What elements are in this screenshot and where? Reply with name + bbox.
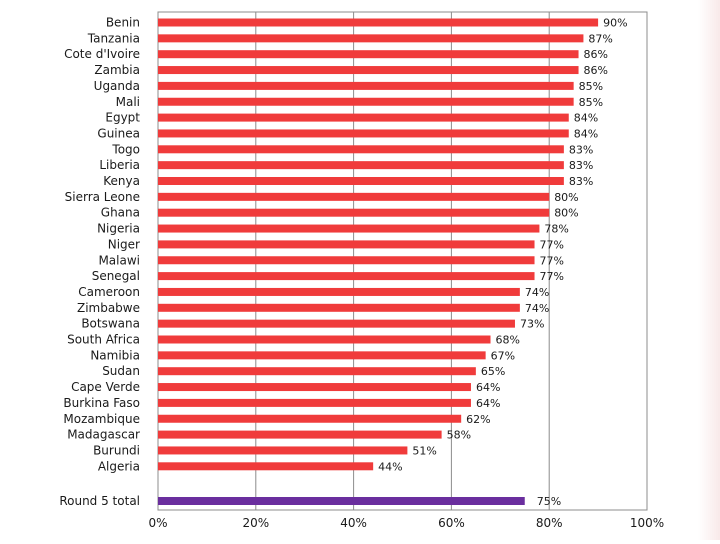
value-label: 85% <box>579 96 603 109</box>
bar <box>158 303 520 312</box>
category-label: Sierra Leone <box>65 190 140 204</box>
bar <box>158 430 442 439</box>
x-tick-label: 40% <box>340 516 367 530</box>
category-label: Niger <box>108 237 140 251</box>
value-label: 62% <box>466 413 490 426</box>
bar <box>158 240 535 249</box>
value-label: 83% <box>569 159 593 172</box>
x-tick-label: 80% <box>536 516 563 530</box>
total-value-label: 75% <box>537 495 561 508</box>
bar <box>158 18 599 27</box>
category-label: Zimbabwe <box>77 301 140 315</box>
category-label: Nigeria <box>97 222 140 236</box>
bar <box>158 287 520 296</box>
bar <box>158 446 408 455</box>
value-label: 83% <box>569 143 593 156</box>
category-label: Botswana <box>81 317 140 331</box>
category-label: Benin <box>106 16 140 30</box>
bar <box>158 319 515 328</box>
bar <box>158 383 471 392</box>
value-label: 64% <box>476 381 500 394</box>
category-label: Cote d'Ivoire <box>64 47 140 61</box>
x-tick-label: 0% <box>148 516 167 530</box>
value-label: 51% <box>412 444 436 457</box>
value-label: 87% <box>588 32 612 45</box>
value-label: 58% <box>447 429 471 442</box>
value-label: 77% <box>540 254 564 267</box>
bar <box>158 66 579 75</box>
value-label: 90% <box>603 17 627 30</box>
category-label: Egypt <box>105 111 140 125</box>
value-label: 77% <box>540 238 564 251</box>
bar <box>158 129 569 138</box>
bar <box>158 398 471 407</box>
category-label: Cameroon <box>78 285 140 299</box>
total-bar <box>158 497 525 505</box>
category-label: Tanzania <box>87 31 140 45</box>
category-label: Mozambique <box>63 412 140 426</box>
bar <box>158 351 486 360</box>
category-label: Zambia <box>94 63 140 77</box>
bar <box>158 272 535 281</box>
bar <box>158 224 540 233</box>
bar <box>158 208 550 217</box>
value-label: 68% <box>496 334 520 347</box>
category-label: Malawi <box>98 253 140 267</box>
category-label: Guinea <box>97 126 140 140</box>
category-label: Cape Verde <box>71 380 140 394</box>
value-label: 44% <box>378 460 402 473</box>
bar <box>158 34 584 43</box>
value-label: 86% <box>584 48 608 61</box>
value-label: 80% <box>554 191 578 204</box>
value-label: 84% <box>574 112 598 125</box>
total-label: Round 5 total <box>59 494 140 508</box>
category-label: Namibia <box>90 348 140 362</box>
category-label: Madagascar <box>67 428 140 442</box>
value-label: 64% <box>476 397 500 410</box>
category-label: Senegal <box>92 269 140 283</box>
bar <box>158 50 579 59</box>
category-label: South Africa <box>67 333 140 347</box>
value-label: 67% <box>491 349 515 362</box>
category-label: Mali <box>116 95 140 109</box>
value-label: 74% <box>525 286 549 299</box>
bar <box>158 256 535 265</box>
value-label: 73% <box>520 318 544 331</box>
category-label: Sudan <box>102 364 140 378</box>
value-label: 85% <box>579 80 603 93</box>
bar <box>158 192 550 201</box>
category-label: Burkina Faso <box>63 396 140 410</box>
bar <box>158 335 491 344</box>
category-label: Ghana <box>101 206 140 220</box>
category-label: Kenya <box>103 174 140 188</box>
bar <box>158 81 574 90</box>
bar <box>158 145 564 154</box>
bar <box>158 367 476 376</box>
value-label: 83% <box>569 175 593 188</box>
value-label: 78% <box>544 223 568 236</box>
value-label: 80% <box>554 207 578 220</box>
bar <box>158 414 462 423</box>
bar <box>158 97 574 106</box>
category-label: Uganda <box>94 79 140 93</box>
category-label: Liberia <box>99 158 140 172</box>
value-label: 77% <box>540 270 564 283</box>
category-label: Burundi <box>93 443 140 457</box>
category-label: Togo <box>111 142 140 156</box>
value-label: 86% <box>584 64 608 77</box>
x-tick-label: 100% <box>630 516 664 530</box>
x-tick-label: 20% <box>242 516 269 530</box>
bar <box>158 113 569 122</box>
value-label: 74% <box>525 302 549 315</box>
bar <box>158 177 564 185</box>
category-label: Algeria <box>98 459 140 473</box>
edge-shade <box>698 0 720 540</box>
bar <box>158 462 374 471</box>
x-tick-label: 60% <box>438 516 465 530</box>
bar <box>158 161 564 170</box>
value-label: 84% <box>574 127 598 140</box>
value-label: 65% <box>481 365 505 378</box>
